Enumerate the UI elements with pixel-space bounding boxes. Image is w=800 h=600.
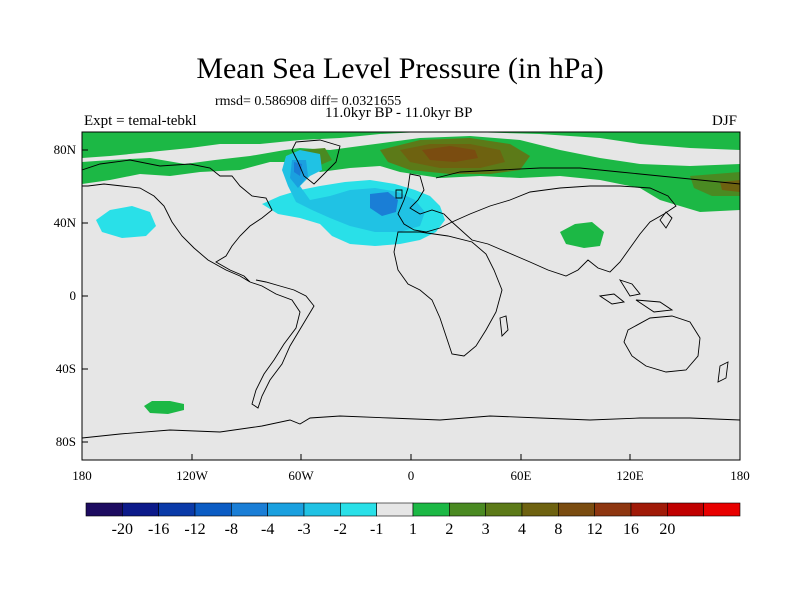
lat-tick-labels: 80N 40N 0 40S 80S [54, 142, 77, 449]
colorbar-label: 12 [587, 521, 603, 538]
lon-tick-labels: 180 120W 60W 0 60E 120E 180 [72, 468, 750, 483]
lon-tick-label: 0 [408, 468, 415, 483]
colorbar-swatch [703, 502, 741, 517]
colorbar-swatch [231, 502, 268, 517]
colorbar-swatch [267, 502, 305, 517]
colorbar-label: 8 [554, 521, 562, 538]
lon-tick-label: 60W [288, 468, 314, 483]
colorbar-label: -1 [370, 521, 383, 538]
brown-beringia [720, 180, 740, 192]
colorbar-label: -4 [261, 521, 274, 538]
colorbar [85, 502, 741, 517]
colorbar-swatch [521, 502, 559, 517]
green-asia-patch [560, 222, 604, 248]
colorbar-swatch [667, 502, 704, 517]
colorbar-label: 4 [518, 521, 526, 538]
stats-label: rmsd= 0.586908 diff= 0.0321655 [215, 94, 402, 109]
colorbar-label: 1 [409, 521, 417, 538]
colorbar-swatch [594, 502, 632, 517]
colorbar-label: -2 [334, 521, 347, 538]
dark-brown-core [422, 146, 478, 162]
lat-tick-label: 80N [54, 142, 77, 157]
colorbar-swatch [412, 502, 450, 517]
colorbar-swatch [485, 502, 523, 517]
lon-tick-label: 120W [176, 468, 209, 483]
colorbar-swatch [303, 502, 341, 517]
colorbar-label: 20 [659, 521, 675, 538]
colorbar-swatch [449, 502, 486, 517]
green-arctic-band [82, 136, 740, 212]
colorbar-label: -8 [225, 521, 238, 538]
axis-ticks [81, 149, 741, 460]
lon-tick-label: 180 [72, 468, 92, 483]
colorbar-swatch [194, 502, 232, 517]
colorbar-labels: -20 -16 -12 -8 -4 -3 -2 -1 1 2 3 4 8 12 16 20 [112, 521, 676, 538]
colorbar-label: -16 [148, 521, 169, 538]
colorbar-swatch [122, 502, 159, 517]
season-label: DJF [712, 113, 738, 129]
pacific-negative [96, 206, 156, 238]
colorbar-label: -3 [297, 521, 310, 538]
lon-tick-label: 60E [511, 468, 532, 483]
colorbar-label: 3 [482, 521, 490, 538]
green-arctic-top [82, 132, 740, 158]
colorbar-label: 2 [445, 521, 453, 538]
chart-title: Mean Sea Level Pressure (in hPa) [196, 52, 604, 85]
colorbar-swatch [340, 502, 377, 517]
atlantic-negative-core [370, 192, 398, 216]
lat-tick-label: 80S [56, 434, 76, 449]
colorbar-swatch [85, 502, 123, 517]
period-label: 11.0kyr BP - 11.0kyr BP [325, 105, 473, 121]
experiment-label: Expt = temal-tebkl [84, 113, 197, 129]
colorbar-swatch [158, 502, 196, 517]
colorbar-label: -12 [184, 521, 205, 538]
lat-tick-label: 0 [70, 288, 77, 303]
lon-tick-label: 120E [616, 468, 644, 483]
lon-tick-label: 180 [730, 468, 750, 483]
colorbar-swatch [630, 502, 668, 517]
colorbar-swatch [376, 502, 414, 517]
lat-tick-label: 40N [54, 215, 77, 230]
colorbar-label: -20 [112, 521, 133, 538]
colorbar-swatch [558, 502, 595, 517]
coastlines [82, 139, 740, 439]
colorbar-label: 16 [623, 521, 639, 538]
lat-tick-label: 40S [56, 361, 76, 376]
labrador-negative-core [294, 162, 302, 176]
green-south-pacific-patch [144, 401, 184, 414]
